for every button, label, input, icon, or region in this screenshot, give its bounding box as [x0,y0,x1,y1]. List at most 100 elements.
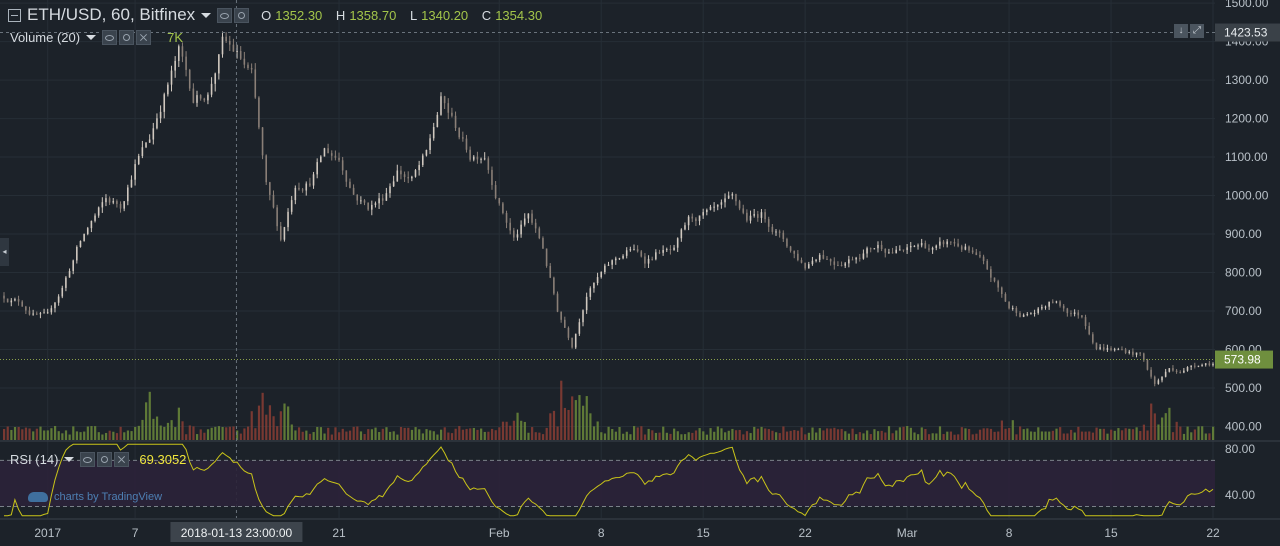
volume-bar [756,428,760,440]
volume-bar [119,426,122,440]
candle-body [141,147,144,156]
volume-bar [148,391,151,440]
candle-body [1175,370,1178,372]
candle-body [392,181,395,187]
volume-bar [46,430,49,440]
volume-bar [1015,434,1018,440]
volume-bar [567,409,570,440]
tradingview-attribution[interactable]: charts by TradingView [28,491,162,503]
candle-body [210,83,213,95]
candle-body [928,248,930,250]
volume-bar [1161,417,1164,440]
volume-bar [53,426,57,440]
price-tick-label: 700.00 [1225,304,1262,318]
candle-body [1019,312,1021,317]
volume-bar [319,427,323,440]
volume-bar [206,429,210,440]
chevron-down-icon[interactable] [64,457,75,462]
volume-bar [392,431,395,440]
candle-body [54,302,56,309]
candle-body [68,270,71,278]
candle-body [1146,360,1149,370]
volume-value: 7K [167,30,183,45]
close-icon[interactable] [114,452,130,467]
visibility-icon[interactable] [80,452,96,467]
candle-body [695,218,697,222]
candle-body [1000,287,1003,294]
volume-bar [134,426,137,440]
candle-body [1193,365,1196,367]
close-icon[interactable] [136,30,152,45]
volume-bar [691,432,694,440]
settings-icon[interactable] [234,7,250,23]
candle-body [134,164,136,180]
volume-bar [851,428,854,440]
volume-bar [196,434,199,440]
candle-body [370,204,373,210]
candle-body [968,246,970,251]
ohlc-open-key: O [261,7,272,23]
volume-bar [1124,428,1127,440]
chevron-down-icon[interactable] [86,35,97,40]
volume-bar [1146,430,1149,440]
candle-body [917,245,919,247]
volume-bar [261,392,264,440]
candle-body [1150,369,1152,377]
candle-body [815,259,817,261]
volume-bar [1175,421,1178,440]
candle-body [614,258,617,261]
volume-bar [21,429,24,440]
volume-label[interactable]: Volume (20) [10,30,81,45]
candle-body [574,333,577,348]
candle-body [290,200,293,212]
volume-bar [472,427,475,440]
rsi-label[interactable]: RSI (14) [10,452,59,467]
expand-icon[interactable]: ⤢ [1190,24,1204,38]
volume-bar [829,428,832,440]
candle-body [330,153,333,156]
volume-bar [294,430,297,440]
candle-body [942,241,945,245]
volume-bar [1077,426,1080,440]
volume-bar [108,430,111,440]
candle-body [760,212,763,218]
chevron-down-icon[interactable] [201,12,212,18]
visibility-icon[interactable] [102,30,118,45]
candle-body [713,206,715,208]
volume-bar [785,431,789,440]
candle-body [920,243,923,246]
candle-body [797,253,799,261]
volume-bar [891,433,894,440]
candle-body [691,216,694,219]
visibility-icon[interactable] [217,7,233,23]
candle-body [593,282,595,289]
volume-bar [287,406,290,440]
symbol-title[interactable]: ETH/USD, 60, Bitfinex [27,5,196,24]
candle-body [858,257,861,259]
candle-body [112,201,115,203]
candle-body [840,265,843,267]
candle-body [807,264,810,269]
candle-body [57,296,60,303]
candle-body [1164,371,1167,377]
candle-body [888,252,890,254]
candle-body [542,238,544,249]
volume-bar [869,434,872,440]
candle-body [247,64,249,69]
scroll-down-icon[interactable]: ↓ [1174,24,1188,38]
candle-body [436,114,439,128]
volume-bar [800,427,803,440]
candle-body [505,212,508,223]
candle-body [25,306,27,311]
ohlc-low-value: 1340.20 [421,7,469,23]
settings-icon[interactable] [97,452,113,467]
volume-bar [1091,432,1095,440]
rsi-value: 69.3052 [139,452,187,467]
settings-icon[interactable] [119,30,135,45]
volume-bar [578,395,581,440]
volume-bar [629,434,632,440]
candle-body [775,231,777,233]
collapse-icon[interactable] [8,8,21,22]
left-panel-toggle[interactable]: ◂ [0,238,9,266]
